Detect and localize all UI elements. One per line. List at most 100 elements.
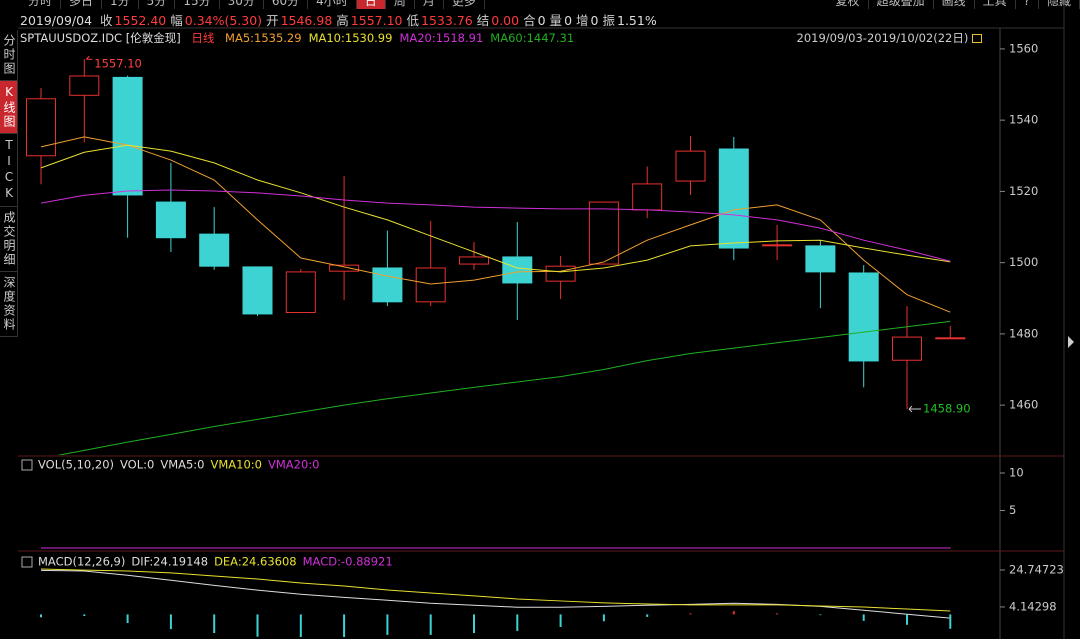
side-tab[interactable]: 分时图 [0,30,17,81]
quote-label: 低 [406,13,420,28]
macd-bar [689,613,692,615]
y-tick-label: 5 [1009,503,1016,517]
annotation: 1557.10 [94,57,142,71]
quote-label: 增 [576,13,589,28]
quote-value: 0 [564,13,573,28]
y-tick-label: 1480 [1009,326,1038,340]
macd-bar [473,614,475,634]
macd-bar [169,614,172,630]
symbol: SPTAUUSDOZ.IDC [伦敦金现] [20,31,181,45]
period-tab[interactable]: 5分 [139,0,176,9]
macd-pane [40,568,952,638]
candle-body [718,148,749,249]
candle-body [892,336,922,361]
ma-line [40,136,951,313]
ma-line [57,320,951,455]
legend-entry: MA5:1535.29 [225,31,302,45]
side-tab[interactable]: K线图 [0,81,17,134]
quote-value: 1546.98 [280,13,333,28]
lock-icon[interactable] [972,34,982,43]
period-tab[interactable]: 日 [356,0,386,9]
side-tab[interactable]: 成交明细 [0,207,17,272]
scroll-arrow[interactable] [1068,336,1074,348]
period-tab[interactable]: 周 [386,0,415,9]
candle-body [805,245,836,273]
quote-value: 1533.76 [421,13,473,28]
period-tab[interactable]: 更多 [444,0,485,9]
candle-body [848,272,879,362]
toolbar-right: 复权 超级叠加 画线 工具? 隐藏 [828,0,1080,9]
macd-bar [126,614,129,624]
date-range-text: 2019/09/03-2019/10/02(22日) [796,31,969,45]
side-tabs: 分时图 K线图 TICK 成交明细 深度资料 [0,30,18,337]
tool-button[interactable]: 复权 [828,0,869,9]
period-tab[interactable]: 4小时 [308,0,357,9]
candle-body [632,183,663,211]
tool-button[interactable]: 超级叠加 [869,0,934,9]
y-tick-label: 10 [1009,466,1024,480]
macd-bar [862,614,865,621]
macd-bar [906,614,908,625]
tool-button[interactable]: 隐藏 [1039,0,1080,9]
candle-body [285,271,316,314]
tool-button[interactable]: 画线 [934,0,975,9]
candle-body [26,98,56,157]
period: 日线 [191,31,215,45]
macd-bar [516,614,519,631]
y-tick-label: 1520 [1009,184,1038,198]
candle-body [155,201,186,239]
macd-bar [949,614,952,629]
candle-body [935,337,966,340]
macd-bar [40,614,42,618]
period-tab[interactable]: 60分 [264,0,309,9]
date-range: 2019/09/03-2019/10/02(22日) [797,30,982,46]
quote-label: 量 [549,13,563,28]
y-tick-label: 4.14298 [1009,599,1057,613]
period-tab[interactable]: 分时 [20,0,62,9]
candle-body [199,233,230,267]
quote-value: 1557.10 [350,13,403,28]
candle-body [112,76,143,196]
macd-line [40,569,951,619]
quote-date: 2019/09/04 [20,13,93,28]
period-tab[interactable]: 1分 [102,0,139,9]
y-tick-label: 1500 [1009,255,1038,269]
legend-entry: MA60:1447.31 [490,31,575,45]
ma-line [40,189,951,262]
candle-body [242,266,273,315]
pane-legend: VMA10:0 [211,458,262,472]
quote-value: 0 [537,13,546,28]
legend-entry: MA20:1518.91 [399,31,484,45]
price-pane [26,59,966,455]
candle-body [372,267,403,303]
side-tab[interactable]: 深度资料 [0,272,17,337]
candle-body [329,264,360,272]
candle-body [588,201,619,265]
period-tab[interactable]: 15分 [175,0,220,9]
help-icon [21,459,33,471]
candle-body [502,256,533,284]
y-tick-label: 1540 [1009,113,1038,127]
annotation: 1458.90 [923,402,971,416]
tool-button[interactable]: 工具 [975,0,1016,9]
pane-legend: DIF:24.19148 [131,555,208,569]
pane-legend: VMA5:0 [160,458,204,472]
macd-bar [386,614,389,635]
pane-legend: VOL:0 [120,458,154,472]
period-tab[interactable]: 多日 [61,0,103,9]
period-tab[interactable]: 30分 [220,0,264,9]
side-tab[interactable]: TICK [0,134,17,207]
macd-bar [429,614,432,635]
tool-button[interactable]: ? [1016,0,1039,9]
macd-bar [602,614,605,622]
macd-bar [299,614,302,638]
candle-body [762,244,793,247]
period-tab[interactable]: 月 [415,0,444,9]
pane-legend: MACD:-0.88921 [303,555,393,569]
ma-line [40,144,951,273]
help-icon [21,556,33,568]
chart-legend: SPTAUUSDOZ.IDC [伦敦金现] 日线 MA5:1535.29 MA10… [20,30,581,46]
candle-body [675,150,706,182]
quote-value: 1552.40 [114,13,167,28]
